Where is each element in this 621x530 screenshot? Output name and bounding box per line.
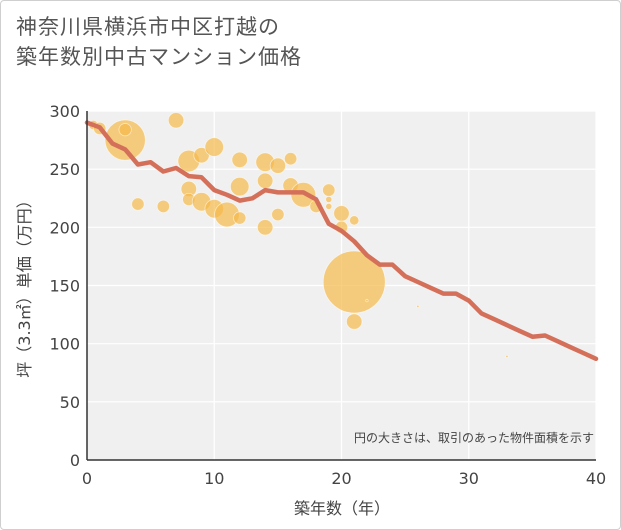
title-line-2: 築年数別中古マンション価格: [16, 45, 302, 69]
series-line: [84, 120, 599, 362]
data-bubble: [349, 215, 360, 226]
data-bubble: [416, 304, 420, 309]
x-tick-label: 10: [204, 469, 224, 488]
data-bubble: [325, 195, 333, 203]
data-bubble: [283, 152, 298, 166]
x-tick-label: 20: [331, 469, 351, 488]
bubble-layer: [88, 112, 509, 359]
data-bubble: [333, 205, 350, 222]
data-bubble: [104, 119, 146, 161]
x-tick-label: 40: [586, 469, 606, 488]
data-bubble: [346, 313, 363, 330]
data-bubble: [256, 172, 274, 189]
x-axis-label: 築年数（年）: [294, 499, 390, 518]
data-bubble: [231, 151, 248, 169]
x-tick-label: 30: [459, 469, 479, 488]
data-bubble: [322, 250, 386, 314]
title-line-1: 神奈川県横浜市中区打越の: [16, 15, 280, 39]
chart-title: 神奈川県横浜市中区打越の 築年数別中古マンション価格: [16, 12, 302, 72]
line-layer: [84, 120, 599, 362]
y-tick-label: 300: [49, 102, 80, 121]
axes: 0 50 100 150 200 250 300 0 10 20 30 40: [49, 102, 606, 488]
data-bubble: [365, 299, 369, 303]
data-bubble: [229, 176, 250, 197]
y-tick-label: 200: [49, 218, 80, 237]
data-bubble: [131, 197, 145, 211]
data-bubble: [505, 354, 509, 359]
y-tick-label: 100: [49, 335, 80, 354]
y-tick-label: 150: [49, 277, 80, 296]
data-bubble: [256, 219, 274, 236]
data-bubble: [233, 211, 247, 225]
x-tick-label: 0: [82, 469, 92, 488]
data-bubble: [269, 157, 287, 174]
data-bubble: [167, 112, 185, 129]
size-annotation: 円の大きさは、取引のあった物件面積を示す: [354, 430, 594, 445]
data-bubble: [156, 199, 170, 213]
data-bubble: [325, 202, 333, 210]
y-axis-label: 坪（3.3㎡）単価（万円）: [15, 192, 34, 377]
data-bubble: [322, 183, 336, 197]
data-bubble: [118, 123, 132, 137]
data-bubble: [204, 137, 224, 157]
y-tick-label: 0: [70, 451, 80, 470]
data-bubble: [271, 207, 285, 222]
y-tick-label: 250: [49, 160, 80, 179]
y-tick-label: 50: [60, 393, 80, 412]
